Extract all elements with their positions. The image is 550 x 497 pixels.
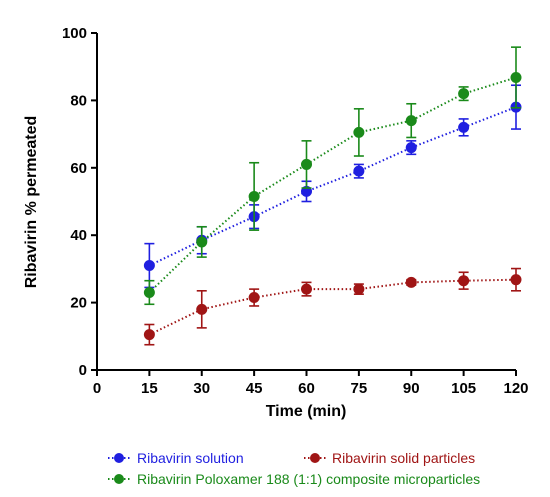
data-point xyxy=(405,276,417,288)
x-tick-label: 75 xyxy=(351,380,368,397)
y-tick-label: 0 xyxy=(79,362,87,379)
data-point xyxy=(405,115,417,127)
data-point xyxy=(196,303,208,315)
x-tick-label: 0 xyxy=(93,380,101,397)
data-point xyxy=(301,283,312,295)
x-tick-label: 90 xyxy=(403,380,420,397)
data-point xyxy=(458,88,470,100)
y-tick-label: 100 xyxy=(62,25,87,42)
legend-item-ribavirin-solution: Ribavirin solution xyxy=(108,450,244,466)
legend: Ribavirin solution Ribavirin solid parti… xyxy=(108,450,480,487)
series-ribavirin-solid-particles xyxy=(143,267,522,346)
y-tick-label: 20 xyxy=(70,295,87,312)
y-tick-label: 80 xyxy=(70,92,87,109)
data-point xyxy=(353,126,365,138)
x-tick-label: 15 xyxy=(141,380,158,397)
data-point xyxy=(143,260,155,272)
data-point xyxy=(510,71,522,83)
data-point xyxy=(196,236,208,248)
x-tick-label: 30 xyxy=(193,380,210,397)
data-point xyxy=(248,190,260,202)
legend-label-ribavirin-solution: Ribavirin solution xyxy=(137,450,244,466)
y-tick-label: 40 xyxy=(70,227,87,244)
y-axis-title: Ribavirin % permeated xyxy=(23,116,40,289)
legend-label-ribavirin-solid-particles: Ribavirin solid particles xyxy=(332,450,475,466)
data-point xyxy=(458,121,470,133)
legend-label-ribavirin-poloxamer: Ribavirin Poloxamer 188 (1:1) composite … xyxy=(137,471,480,487)
legend-item-ribavirin-solid-particles: Ribavirin solid particles xyxy=(304,450,475,466)
legend-marker-ribavirin-solid-particles xyxy=(310,453,320,463)
x-tick-label: 60 xyxy=(298,380,315,397)
data-point xyxy=(301,158,312,170)
x-tick-label: 45 xyxy=(246,380,263,397)
series-layer xyxy=(143,46,522,346)
data-point xyxy=(353,283,365,295)
x-tick-label: 105 xyxy=(451,380,476,397)
x-tick-label: 120 xyxy=(503,380,528,397)
data-point xyxy=(143,329,155,341)
data-point xyxy=(143,286,155,298)
y-tick-label: 60 xyxy=(70,160,87,177)
x-axis-title: Time (min) xyxy=(266,403,347,420)
series-ribavirin-poloxamer xyxy=(143,46,522,306)
legend-marker-ribavirin-poloxamer xyxy=(114,474,124,484)
x-ticks: 0 15 30 45 60 75 90 105 120 xyxy=(93,370,529,397)
legend-marker-ribavirin-solution xyxy=(114,453,124,463)
y-ticks: 0 20 40 60 80 100 xyxy=(62,25,97,379)
data-point xyxy=(405,142,417,154)
series-line-ribavirin-poloxamer xyxy=(148,76,517,294)
legend-item-ribavirin-poloxamer: Ribavirin Poloxamer 188 (1:1) composite … xyxy=(108,471,480,487)
data-point xyxy=(248,292,260,304)
data-point xyxy=(510,274,522,286)
data-point xyxy=(458,275,470,287)
data-point xyxy=(353,165,365,177)
